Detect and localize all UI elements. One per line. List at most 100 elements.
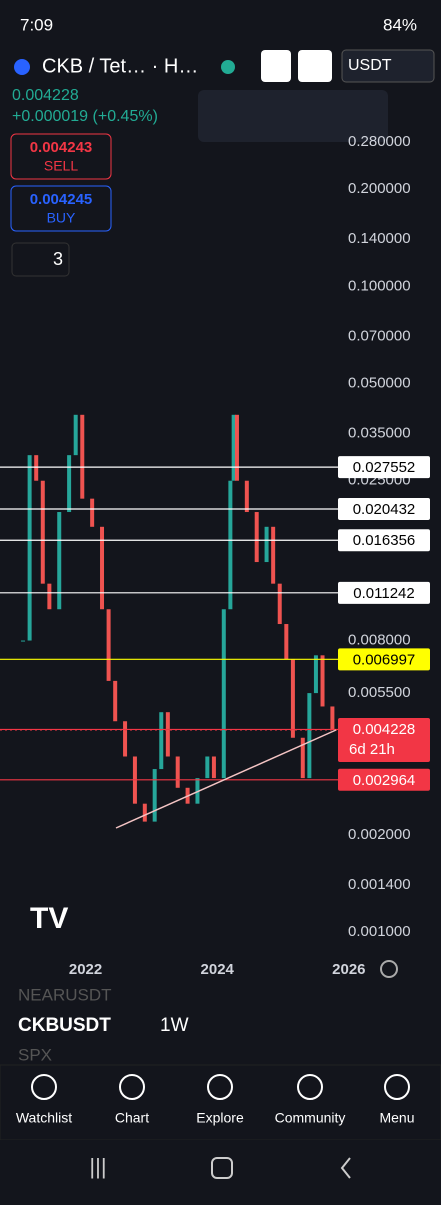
candle — [300, 737, 305, 779]
indicators-count: 3 — [53, 249, 63, 269]
candle — [228, 480, 233, 610]
home-btn[interactable] — [211, 1157, 233, 1179]
settings-icon[interactable] — [380, 960, 398, 978]
candle — [152, 769, 157, 822]
nav-label: Menu — [379, 1110, 414, 1126]
symbol[interactable]: CKB / Tet… · H… — [42, 55, 198, 77]
candle — [221, 609, 226, 779]
candle — [175, 756, 180, 788]
x-tick-label: 2022 — [69, 961, 102, 978]
candle — [106, 609, 111, 681]
candle — [100, 526, 105, 610]
nav-label: Watchlist — [16, 1110, 72, 1126]
level-label: 0.027552 — [353, 459, 416, 476]
candle — [271, 526, 276, 584]
trend-line — [115, 729, 337, 829]
candle — [211, 756, 216, 779]
y-tick-label: 0.001000 — [348, 923, 411, 940]
nav-label: Community — [275, 1110, 346, 1126]
level-box — [338, 768, 430, 791]
nav-icon[interactable] — [297, 1074, 323, 1100]
y-tick-label: 0.005500 — [348, 684, 411, 701]
interval[interactable]: 1W — [160, 1015, 189, 1036]
candle — [277, 583, 282, 625]
watchlist-bar — [0, 985, 441, 1065]
nav-icon[interactable] — [384, 1074, 410, 1100]
candle — [205, 756, 210, 779]
current-symbol[interactable]: CKBUSDT — [18, 1015, 111, 1036]
level-box — [338, 529, 430, 552]
nav-icon[interactable] — [31, 1074, 57, 1100]
currency: USDT — [348, 57, 392, 74]
sell-button[interactable] — [10, 133, 112, 180]
price-change: +0.000019 (+0.45%) — [12, 108, 158, 125]
level-box — [338, 456, 430, 479]
buy-price: 0.004245 — [30, 191, 93, 208]
time: 7:09 — [20, 15, 53, 34]
candle — [47, 583, 52, 610]
y-tick-label: 0.001400 — [348, 876, 411, 893]
candle — [80, 414, 85, 499]
system-nav — [0, 1140, 441, 1200]
level-label: 0.002964 — [353, 772, 416, 789]
market-status — [221, 60, 235, 74]
nav-label: Chart — [115, 1110, 149, 1126]
buy-button[interactable] — [10, 185, 112, 232]
level-box — [338, 498, 430, 521]
currency-select[interactable] — [341, 49, 435, 83]
nav-items: Watchlist Chart Explore Community Menu — [16, 1074, 415, 1126]
sell-label: SELL — [44, 158, 78, 174]
candle — [254, 512, 259, 563]
y-tick-label: 0.100000 — [348, 277, 411, 294]
candle — [264, 526, 269, 563]
y-tick-label: 0.050000 — [348, 374, 411, 391]
last-price-label: 0.004228 — [353, 721, 416, 738]
candle — [290, 659, 295, 738]
replay-btn[interactable] — [298, 50, 332, 82]
level-box — [338, 581, 430, 604]
level-label: 0.011242 — [353, 585, 414, 602]
candle — [307, 693, 312, 779]
candle — [27, 455, 32, 641]
back-btn[interactable] — [340, 1157, 351, 1179]
candle — [67, 455, 72, 513]
x-tick-label: 2024 — [201, 961, 235, 978]
nav-icon[interactable] — [207, 1074, 233, 1100]
level-label: 0.016356 — [353, 532, 416, 549]
last-price: 0.004228 — [12, 87, 79, 104]
recents-btn[interactable]: ||| — [89, 1154, 106, 1179]
battery: 84% — [383, 15, 417, 34]
countdown: 6d 21h — [349, 741, 395, 758]
candle — [21, 640, 26, 642]
level-label: 0.020432 — [353, 501, 416, 518]
y-tick-label: 0.008000 — [348, 632, 411, 649]
last-price-box — [338, 717, 430, 762]
candle — [57, 512, 62, 610]
candle — [284, 624, 289, 660]
coin-icon — [14, 59, 30, 75]
candle — [73, 414, 78, 456]
level-box — [338, 648, 430, 671]
nav-icon[interactable] — [119, 1074, 145, 1100]
prev-symbol: NEARUSDT — [18, 985, 112, 1004]
candle — [313, 655, 318, 694]
candle — [244, 480, 249, 513]
candle — [330, 706, 335, 730]
buy-label: BUY — [47, 210, 76, 226]
next-symbol: SPX — [18, 1045, 52, 1064]
candle — [165, 712, 170, 757]
candle — [159, 712, 164, 770]
x-tick-label: 2026 — [332, 961, 365, 978]
sell-price: 0.004243 — [30, 139, 93, 156]
indicators-toggle[interactable] — [11, 242, 70, 277]
bottom-nav — [0, 1064, 441, 1141]
download-btn[interactable] — [261, 50, 291, 82]
candle — [234, 414, 239, 481]
candle — [123, 721, 128, 757]
y-tick-label: 0.280000 — [348, 133, 411, 150]
candle — [113, 680, 118, 722]
candle — [320, 655, 325, 707]
drawing-toolbar[interactable] — [198, 90, 388, 142]
